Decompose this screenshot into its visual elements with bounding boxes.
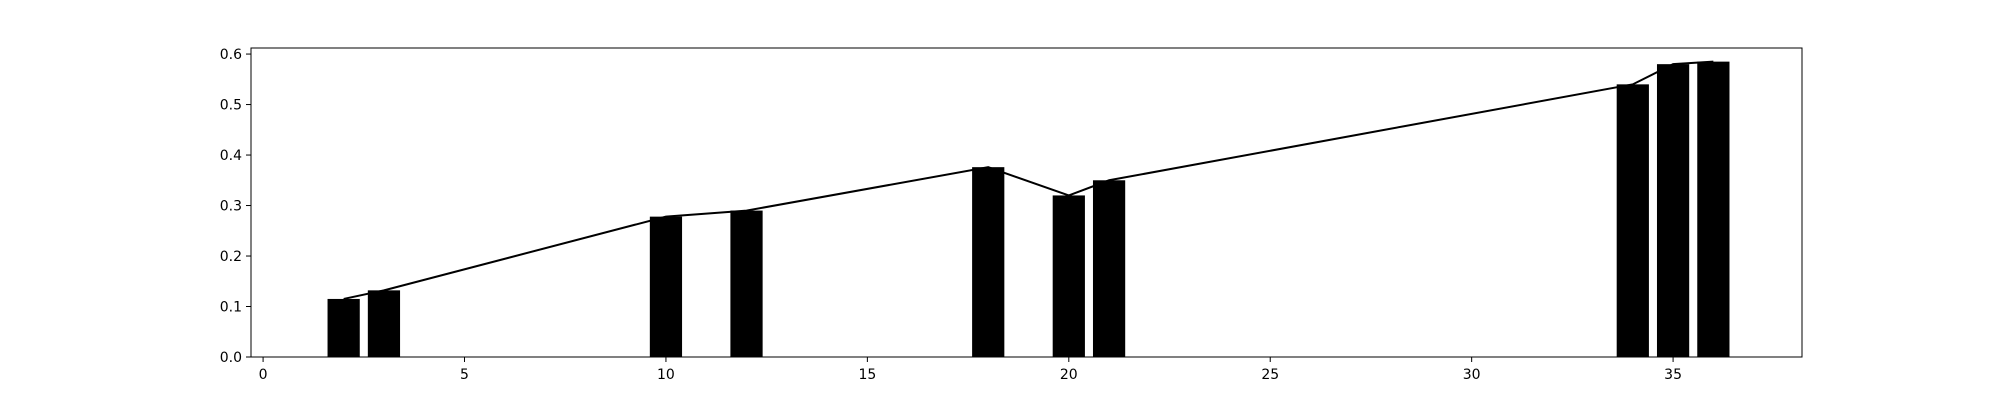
bar bbox=[649, 216, 683, 357]
x-tick-label: 0 bbox=[259, 367, 268, 383]
y-tick-label: 0.1 bbox=[220, 300, 242, 316]
bar bbox=[1616, 84, 1649, 357]
y-tick-label: 0.6 bbox=[220, 47, 242, 63]
y-tick-label: 0.3 bbox=[220, 199, 242, 215]
x-tick-label: 5 bbox=[460, 367, 469, 383]
x-tick-label: 25 bbox=[1261, 367, 1279, 383]
axes-frame bbox=[250, 47, 1803, 358]
x-tick-label: 35 bbox=[1664, 367, 1682, 383]
bar bbox=[730, 210, 763, 357]
bar bbox=[1656, 64, 1690, 357]
y-tick-label: 0.5 bbox=[220, 98, 242, 114]
x-tick-label: 15 bbox=[858, 367, 876, 383]
x-tick-label: 30 bbox=[1463, 367, 1481, 383]
y-axis-ticks: 0.0 0.1 0.2 0.3 0.4 0.5 0.6 bbox=[220, 47, 251, 366]
bars-layer bbox=[327, 61, 1730, 357]
series-line bbox=[343, 60, 1714, 300]
x-axis-ticks: 0 5 10 15 20 25 30 35 bbox=[259, 357, 1682, 383]
x-tick-label: 20 bbox=[1060, 367, 1078, 383]
bar bbox=[1052, 195, 1085, 357]
x-tick-label: 10 bbox=[657, 367, 675, 383]
y-tick-label: 0.4 bbox=[220, 148, 242, 164]
bar bbox=[1697, 61, 1730, 357]
bar bbox=[367, 290, 401, 357]
bar bbox=[327, 298, 360, 357]
bar bbox=[972, 167, 1005, 357]
bar bbox=[1092, 180, 1126, 357]
line-layer bbox=[343, 60, 1714, 300]
y-tick-label: 0.0 bbox=[220, 350, 242, 366]
y-tick-label: 0.2 bbox=[220, 249, 242, 265]
